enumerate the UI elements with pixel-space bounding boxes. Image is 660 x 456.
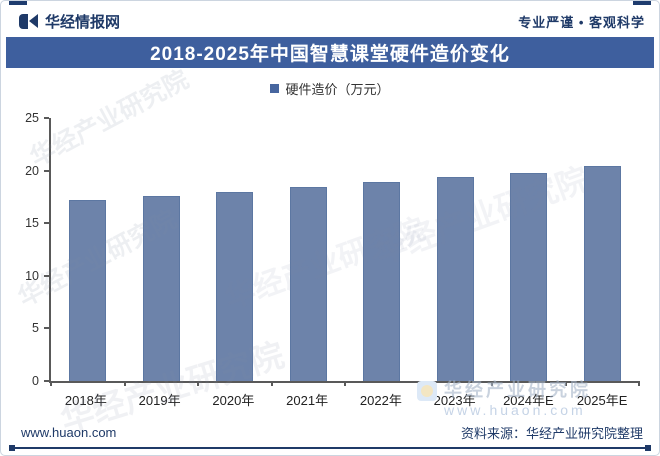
rule-cap-right — [645, 445, 651, 451]
x-tick-label: 2024年E — [503, 393, 554, 408]
bar-slot — [419, 118, 493, 381]
y-tick-mark — [44, 380, 49, 382]
legend-label: 硬件造价（万元） — [285, 81, 390, 97]
bar-2018年 — [69, 200, 107, 381]
page-title: 2018-2025年中国智慧课堂硬件造价变化 — [150, 44, 510, 65]
x-tick-label: 2020年 — [212, 393, 255, 408]
footer-site-url: www.huaon.com — [21, 425, 117, 440]
x-tick-mark — [123, 381, 126, 386]
x-tick-mark — [417, 381, 420, 386]
footer: www.huaon.com 资料来源：华经产业研究院整理 — [21, 423, 643, 442]
bar-slot — [51, 118, 125, 381]
bar-slot — [198, 118, 272, 381]
bar-slot — [492, 118, 566, 381]
y-tick-label: 25 — [25, 111, 39, 125]
x-tick-mark — [638, 381, 640, 386]
y-tick-label: 15 — [25, 216, 39, 231]
x-tick-label: 2021年 — [286, 393, 329, 408]
y-tick-mark — [44, 274, 49, 277]
top-left-accent — [9, 1, 27, 5]
footer-source: 资料来源：华经产业研究院整理 — [460, 426, 643, 441]
plot-area: 0 5 10 15 20 25 — [25, 111, 640, 388]
header: 华经情报网 专业严谨 • 客观科学 — [1, 1, 659, 37]
legend: 硬件造价（万元） — [1, 78, 659, 98]
x-tick-mark — [564, 381, 567, 386]
brand-name: 华经情报网 — [45, 13, 121, 31]
x-tick-label: 2023年 — [433, 393, 476, 408]
bar-slot — [345, 118, 419, 381]
legend-swatch — [270, 83, 280, 93]
x-tick-label: 2022年 — [359, 393, 402, 408]
logo-shape-left — [19, 13, 28, 29]
bar-slot — [272, 118, 346, 381]
x-axis-labels: 2018年 2019年 2020年 2021年 2022年 2023年 2024年E 2025… — [49, 390, 639, 409]
rule-cap-left — [9, 445, 15, 451]
x-tick-label: 2025年E — [576, 393, 628, 408]
bar-2025年E — [583, 166, 621, 381]
bar-slot — [125, 118, 199, 381]
bars — [51, 118, 639, 381]
brand: 华经情报网 — [19, 11, 120, 32]
y-tick-label: 5 — [32, 321, 39, 336]
bar-2020年 — [216, 191, 254, 381]
brand-logo-icon — [19, 13, 38, 29]
x-tick-label: 2018年 — [64, 393, 107, 408]
y-tick-label: 0 — [32, 374, 39, 388]
y-tick-mark — [44, 327, 49, 330]
bar-2023年 — [436, 176, 474, 381]
bar-2022年 — [363, 182, 401, 381]
slogan: 专业严谨 • 客观科学 — [518, 14, 645, 30]
bottom-rule — [9, 445, 651, 451]
logo-shape-right — [29, 14, 38, 28]
bar-2021年 — [289, 187, 327, 381]
x-tick-mark — [491, 381, 493, 386]
bar-slot — [566, 118, 640, 381]
y-tick-mark — [44, 169, 49, 172]
x-tick-mark — [50, 381, 52, 386]
x-tick-label: 2019年 — [138, 393, 181, 408]
y-tick-mark — [44, 222, 49, 225]
title-banner: 2018-2025年中国智慧课堂硬件造价变化 — [6, 37, 654, 68]
x-tick-mark — [197, 381, 199, 386]
top-right-accent — [633, 1, 651, 5]
y-tick-label: 20 — [25, 163, 39, 178]
y-tick-mark — [44, 117, 49, 119]
bar-2024年E — [510, 172, 548, 381]
bar-2019年 — [142, 195, 180, 381]
x-tick-mark — [344, 381, 346, 386]
y-tick-label: 10 — [25, 268, 39, 283]
x-tick-mark — [270, 381, 273, 386]
